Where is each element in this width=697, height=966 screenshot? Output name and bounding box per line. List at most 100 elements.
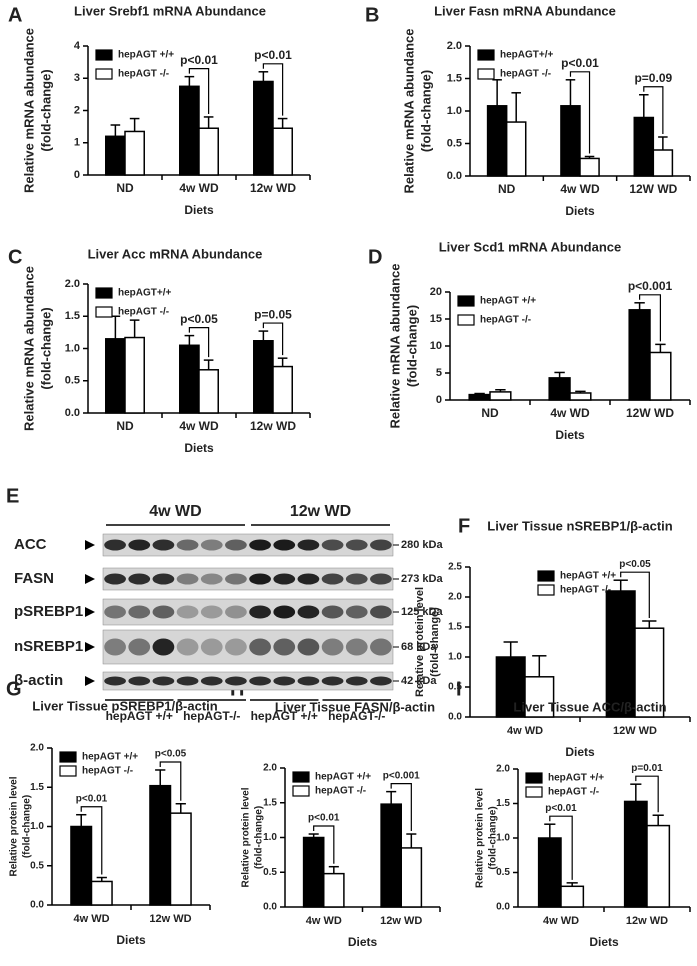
blot-band [104, 573, 126, 585]
blot-band [345, 573, 368, 585]
panel-letter: I [456, 678, 462, 700]
legend-swatch [95, 49, 113, 61]
legend-swatch [477, 68, 495, 80]
legend-label: hepAGT +/+ [118, 50, 174, 61]
blot-band [104, 605, 126, 619]
y-tick-label: 2.0 [263, 763, 277, 774]
bar [70, 825, 93, 906]
legend-label: hepAGT -/- [560, 585, 611, 596]
legend-label: hepAGT -/- [118, 69, 169, 80]
blot-background [102, 629, 394, 665]
bar [400, 847, 423, 908]
blot-band [225, 539, 247, 551]
p-value: p<0.01 [561, 56, 599, 70]
size-label: 273 kDa [401, 573, 443, 585]
bar [149, 784, 172, 906]
y-tick-label: 2.5 [448, 562, 462, 573]
blot-band [370, 539, 392, 551]
bar [198, 369, 219, 414]
significance-bracket [188, 327, 210, 358]
blot-band [345, 676, 368, 686]
blot-band [128, 539, 151, 551]
legend-label: hepAGT +/+ [548, 773, 604, 784]
bar [253, 80, 274, 176]
y-tick-label: 1.5 [263, 797, 277, 808]
chart-title: Liver Tissue FASN/β-actin [275, 699, 435, 714]
bar [380, 803, 403, 908]
significance-bracket [262, 322, 284, 356]
blot-band [200, 539, 223, 551]
blot-band [370, 605, 392, 619]
chart-title: Liver Scd1 mRNA Abundance [439, 239, 622, 254]
bar [489, 391, 512, 401]
y-tick-label: 2.0 [30, 743, 44, 754]
y-tick-label: 0.5 [65, 375, 80, 387]
x-tick-label: 4w WD [306, 915, 342, 927]
bar [198, 127, 219, 176]
legend-label: hepAGT +/+ [82, 752, 138, 763]
x-axis-label: Diets [565, 204, 595, 218]
y-axis-label: Relative mRNA abundance [387, 264, 402, 429]
legend-swatch [477, 49, 495, 61]
legend-swatch [95, 306, 113, 318]
significance-bracket [643, 86, 664, 134]
x-tick-label: ND [116, 181, 134, 195]
legend-label: hepAGT +/+ [560, 571, 616, 582]
legend-label: hepAGT +/+ [480, 296, 536, 307]
significance-bracket [635, 775, 659, 813]
bar [495, 656, 526, 718]
x-tick-label: 12w WD [626, 915, 668, 927]
panel-letter: A [8, 4, 22, 26]
size-label: 42 kDa [401, 675, 437, 687]
y-tick-label: 2.0 [448, 592, 462, 603]
chart-title: Liver Fasn mRNA Abundance [434, 3, 616, 18]
significance-bracket [549, 815, 573, 880]
bar [169, 812, 192, 906]
y-axis-label: Relative protein level [241, 787, 252, 887]
p-value: p<0.01 [308, 813, 340, 824]
y-axis-label: (fold-change) [22, 795, 33, 858]
legend-swatch [59, 765, 77, 777]
legend-swatch [457, 295, 475, 307]
legend-swatch [457, 314, 475, 326]
bar [124, 130, 145, 176]
bar [634, 627, 665, 718]
protein-label: ACC [14, 536, 47, 553]
y-axis-label: (fold-change) [418, 70, 433, 152]
panel-letter: F [458, 515, 470, 537]
y-axis-label: Relative mRNA abundance [21, 266, 36, 431]
significance-bracket [639, 294, 661, 342]
bar [560, 885, 585, 908]
blot-band [128, 573, 151, 585]
x-axis-label: Diets [555, 428, 585, 442]
x-tick-label: 4w WD [550, 406, 590, 420]
y-tick-label: 4 [74, 40, 81, 52]
blot-band [200, 638, 223, 656]
blot-band [200, 573, 223, 585]
blot-band [273, 676, 296, 686]
y-tick-label: 1.5 [448, 622, 462, 633]
bar [579, 157, 600, 177]
legend-swatch [95, 287, 113, 299]
legend-label: hepAGT +/+ [315, 772, 371, 783]
y-tick-label: 0.5 [30, 860, 44, 871]
x-axis-label: Diets [565, 745, 595, 759]
blot-band [128, 676, 151, 686]
x-tick-label: ND [116, 419, 134, 433]
lane-label: hepAGT +/+ [106, 709, 173, 723]
blot-band [321, 638, 344, 656]
blot-background [102, 598, 394, 626]
chart-title: Liver Srebf1 mRNA Abundance [74, 3, 266, 18]
x-tick-label: 4w WD [179, 419, 219, 433]
blot-band [273, 605, 296, 619]
blot-band [104, 676, 126, 686]
group-label: 12w WD [290, 503, 351, 520]
y-axis-label: (fold-change) [38, 69, 53, 151]
y-tick-label: 15 [430, 313, 442, 325]
row-arrow [85, 642, 95, 652]
x-tick-label: 4w WD [507, 725, 543, 737]
blot-band [345, 638, 368, 656]
p-value: p<0.001 [628, 279, 673, 293]
blot-band [297, 573, 320, 585]
y-tick-label: 0 [436, 394, 442, 406]
